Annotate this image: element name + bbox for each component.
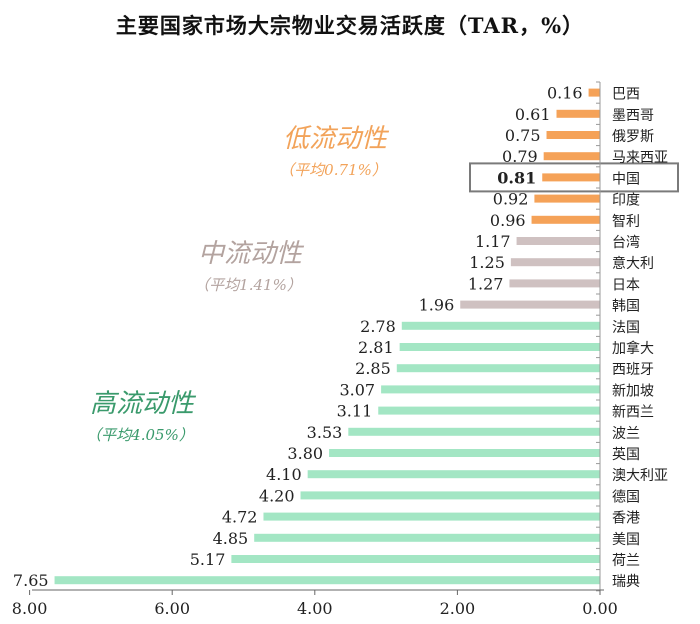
value-label-墨西哥: 0.61 <box>515 105 551 124</box>
category-label-马来西亚: 马来西亚 <box>612 150 668 166</box>
value-labels-group: 0.16 0.61 0.75 0.79 0.81 0.92 0.96 1.17 1.25 1.27… <box>13 84 583 591</box>
value-label-巴西: 0.16 <box>547 84 583 103</box>
bar-韩国 <box>460 300 600 309</box>
category-label-智利: 智利 <box>612 214 640 230</box>
value-label-台湾: 1.17 <box>475 232 511 251</box>
category-label-澳大利亚: 澳大利亚 <box>612 468 668 484</box>
category-label-印度: 印度 <box>612 193 640 209</box>
bar-墨西哥 <box>556 109 600 118</box>
bar-香港 <box>263 512 600 521</box>
value-label-俄罗斯: 0.75 <box>505 126 541 145</box>
bar-法国 <box>401 321 600 330</box>
x-tick-label: 2.00 <box>440 599 476 618</box>
bar-智利 <box>531 215 600 224</box>
group-labels: 低流动性 （平均0.71%） 中流动性 （平均1.41%） 高流动性 （平均4.05%） <box>86 124 390 444</box>
group-label-high: 高流动性 <box>90 389 197 419</box>
value-label-英国: 3.80 <box>287 444 323 463</box>
bar-新西兰 <box>378 406 600 415</box>
value-label-澳大利亚: 4.10 <box>266 465 302 484</box>
category-label-波兰: 波兰 <box>612 426 640 442</box>
category-label-德国: 德国 <box>612 489 640 505</box>
bar-英国 <box>329 449 600 457</box>
chart-title: 主要国家市场大宗物业交易活跃度（TAR，%） <box>115 13 585 38</box>
category-label-新加坡: 新加坡 <box>612 383 654 399</box>
category-label-英国: 英国 <box>612 446 640 463</box>
category-label-意大利: 意大利 <box>612 255 654 272</box>
category-label-瑞典: 瑞典 <box>612 574 640 590</box>
x-tick-label: 6.00 <box>154 599 190 618</box>
bar-德国 <box>300 491 600 500</box>
group-avg-high: （平均4.05%） <box>86 426 194 444</box>
bar-西班牙 <box>396 364 600 373</box>
highlight-box <box>469 162 679 193</box>
value-label-中国: 0.81 <box>497 168 536 187</box>
bar-瑞典 <box>54 576 601 585</box>
bars-group <box>54 88 679 585</box>
bar-意大利 <box>510 258 600 267</box>
category-label-法国: 法国 <box>612 320 640 336</box>
category-label-香港: 香港 <box>612 511 640 527</box>
category-label-俄罗斯: 俄罗斯 <box>612 129 654 145</box>
value-label-加拿大: 2.81 <box>358 338 394 357</box>
value-label-法国: 2.78 <box>360 317 396 336</box>
category-label-台湾: 台湾 <box>612 234 640 251</box>
value-label-瑞典: 7.65 <box>13 571 49 590</box>
category-label-新西兰: 新西兰 <box>612 405 654 421</box>
category-label-墨西哥: 墨西哥 <box>612 108 654 124</box>
x-axis: 8.00 6.00 4.00 2.00 0.00 <box>12 81 618 618</box>
x-tick-label: 4.00 <box>297 599 333 618</box>
bar-荷兰 <box>231 555 600 563</box>
bar-加拿大 <box>399 343 600 351</box>
x-tick-label: 0.00 <box>582 599 618 618</box>
bar-俄罗斯 <box>546 131 600 139</box>
value-label-意大利: 1.25 <box>469 253 505 272</box>
bar-台湾 <box>516 237 600 245</box>
value-label-马来西亚: 0.79 <box>502 147 538 166</box>
value-label-新西兰: 3.11 <box>337 402 373 421</box>
category-label-巴西: 巴西 <box>612 87 640 103</box>
value-label-智利: 0.96 <box>490 211 526 230</box>
value-label-韩国: 1.96 <box>419 296 455 315</box>
category-label-西班牙: 西班牙 <box>612 362 654 378</box>
bar-澳大利亚 <box>307 470 600 479</box>
bar-新加坡 <box>381 385 600 394</box>
value-label-美国: 4.85 <box>213 529 249 548</box>
category-label-中国: 中国 <box>612 171 640 187</box>
bar-美国 <box>254 533 600 542</box>
group-avg-mid: （平均1.41%） <box>194 276 302 294</box>
value-label-印度: 0.92 <box>493 190 529 209</box>
group-label-mid: 中流动性 <box>198 239 305 269</box>
value-label-波兰: 3.53 <box>307 423 343 442</box>
bar-巴西 <box>588 88 600 97</box>
bar-中国 <box>542 173 600 182</box>
bar-日本 <box>509 279 600 288</box>
category-label-日本: 日本 <box>612 277 640 293</box>
value-label-日本: 1.27 <box>468 274 504 293</box>
bar-印度 <box>534 194 600 203</box>
bar-波兰 <box>348 427 600 436</box>
bar-马来西亚 <box>543 152 600 161</box>
value-label-荷兰: 5.17 <box>190 550 226 569</box>
category-label-韩国: 韩国 <box>612 299 640 315</box>
category-label-加拿大: 加拿大 <box>612 340 654 357</box>
category-label-荷兰: 荷兰 <box>612 553 640 569</box>
value-label-新加坡: 3.07 <box>339 380 375 399</box>
group-avg-low: （平均0.71%） <box>279 161 387 179</box>
category-label-美国: 美国 <box>612 532 640 548</box>
value-label-西班牙: 2.85 <box>355 359 391 378</box>
value-label-德国: 4.20 <box>259 486 295 505</box>
value-label-香港: 4.72 <box>222 508 258 527</box>
category-labels-group: 巴西墨西哥俄罗斯马来西亚中国印度智利台湾意大利日本韩国法国加拿大西班牙新加坡新西… <box>612 87 668 591</box>
group-label-low: 低流动性 <box>283 124 390 154</box>
x-tick-label: 8.00 <box>12 599 48 618</box>
